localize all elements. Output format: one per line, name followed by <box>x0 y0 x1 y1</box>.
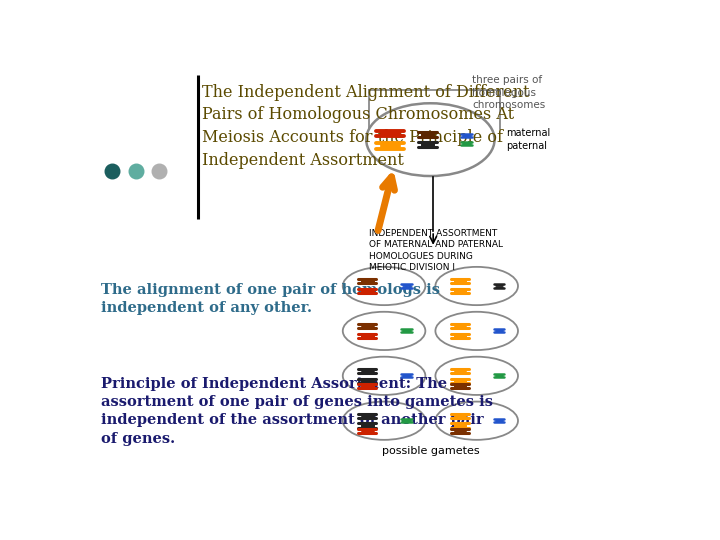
Point <box>107 166 118 175</box>
Text: Principle of Independent Assortment: The
assortment of one pair of genes into ga: Principle of Independent Assortment: The… <box>101 377 493 446</box>
Ellipse shape <box>343 312 426 350</box>
Ellipse shape <box>343 267 426 305</box>
Text: INDEPENDENT ASSORTMENT
OF MATERNAL AND PATERNAL
HOMOLOGUES DURING
MEIOTIC DIVISI: INDEPENDENT ASSORTMENT OF MATERNAL AND P… <box>369 229 503 272</box>
Ellipse shape <box>436 357 518 395</box>
Point <box>153 166 165 175</box>
Ellipse shape <box>436 312 518 350</box>
Ellipse shape <box>343 357 426 395</box>
Ellipse shape <box>343 402 426 440</box>
Ellipse shape <box>436 267 518 305</box>
Text: three pairs of
homologous
chromosomes: three pairs of homologous chromosomes <box>472 75 546 110</box>
Ellipse shape <box>436 402 518 440</box>
Text: maternal
paternal: maternal paternal <box>505 129 550 151</box>
Text: The Independent Alignment of Different
Pairs of Homologous Chromosomes At
Meiosi: The Independent Alignment of Different P… <box>202 84 529 169</box>
Text: The alignment of one pair of homologs is
independent of any other.: The alignment of one pair of homologs is… <box>101 283 440 315</box>
Point <box>130 166 142 175</box>
Text: possible gametes: possible gametes <box>382 446 480 456</box>
Ellipse shape <box>366 103 495 176</box>
